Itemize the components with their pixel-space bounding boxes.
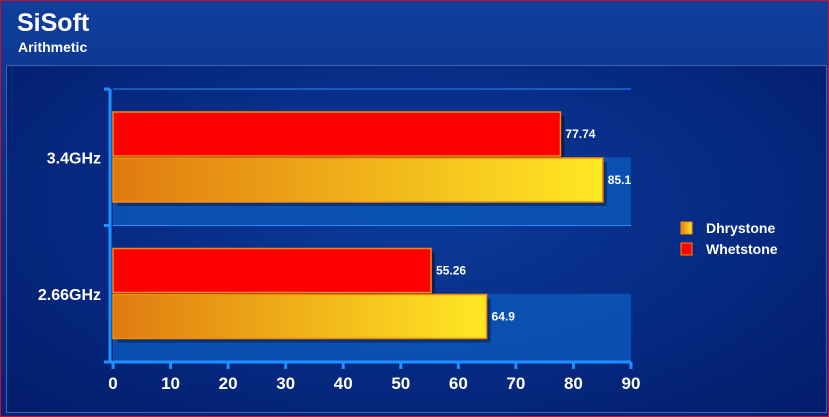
bar-whetstone-1 (112, 247, 432, 294)
x-tick-label: 10 (161, 374, 180, 393)
legend-swatch-dhrystone (680, 221, 693, 235)
chart-title: SiSoft (17, 9, 90, 37)
category-label: 3.4GHz (47, 150, 101, 167)
data-label: 85.1 (608, 173, 632, 187)
x-tick-label: 60 (449, 374, 468, 393)
chart-subtitle: Arithmetic (18, 39, 88, 55)
x-tick-label: 40 (334, 374, 353, 393)
axis-group (104, 87, 633, 369)
x-tick-label: 90 (622, 374, 641, 393)
x-tick-label: 70 (506, 374, 525, 393)
category-label: 2.66GHz (38, 287, 101, 304)
x-tick-label: 50 (391, 374, 410, 393)
x-tick-label: 80 (564, 374, 583, 393)
legend: Dhrystone Whetstone (680, 220, 778, 257)
x-tick-label: 0 (108, 374, 117, 393)
data-label: 64.9 (492, 310, 516, 324)
x-tick-label: 30 (276, 374, 295, 393)
bar-dhrystone-1 (112, 293, 488, 340)
x-tick-label: 20 (219, 374, 238, 393)
bar-whetstone-0 (112, 111, 562, 157)
legend-swatch-whetstone (680, 242, 693, 256)
bar-dhrystone-0 (112, 157, 604, 203)
bars-group (112, 111, 607, 343)
labels-group: 0 10 20 30 40 50 60 70 80 90 77.74 85.1 3.4GHz 55.26 6… (38, 127, 641, 393)
legend-label-whetstone: Whetstone (706, 241, 778, 257)
data-label: 55.26 (436, 264, 466, 278)
legend-label-dhrystone: Dhrystone (706, 220, 775, 236)
data-label: 77.74 (565, 127, 595, 141)
